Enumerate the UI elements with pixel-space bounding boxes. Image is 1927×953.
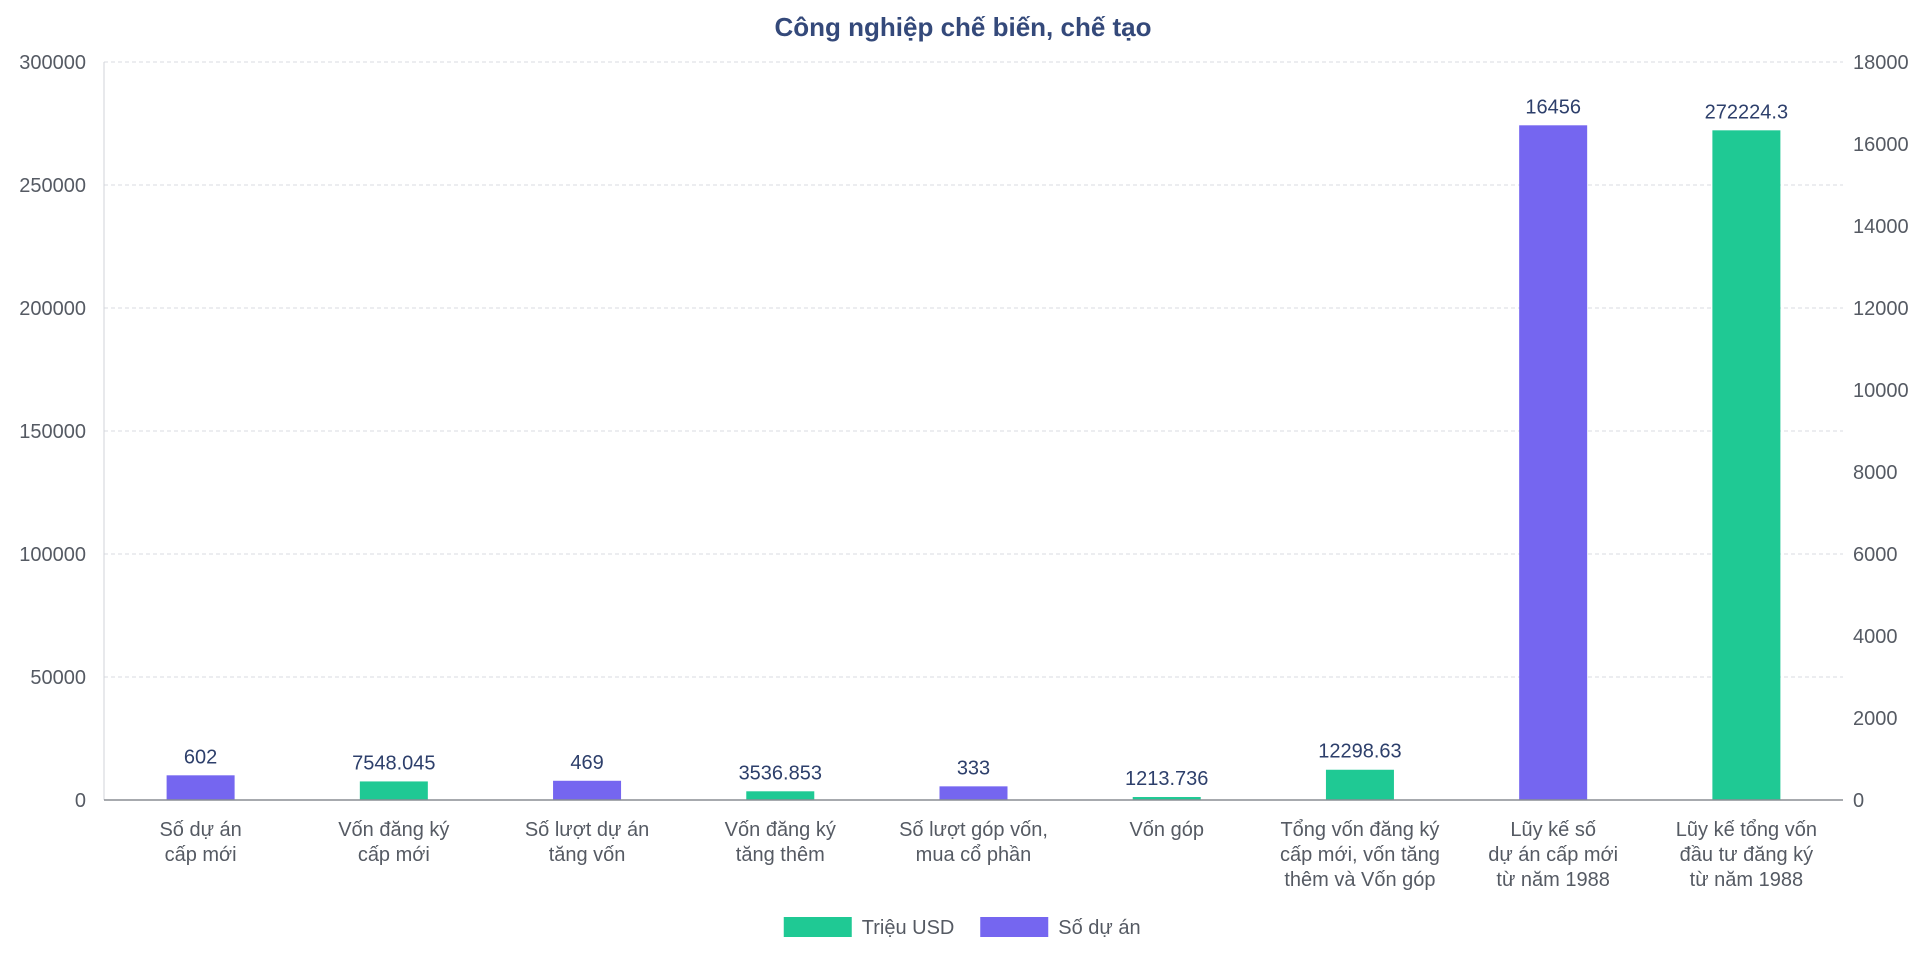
bar[interactable] — [1325, 769, 1394, 800]
right-y-tick-label: 18000 — [1853, 52, 1909, 74]
legend-swatch — [783, 917, 852, 937]
left-y-tick-label: 300000 — [19, 52, 86, 74]
category-label: Vốn đăng ký cấp mới — [338, 819, 449, 866]
left-y-tick-label: 200000 — [19, 298, 86, 320]
bar[interactable] — [1519, 125, 1588, 800]
data-label: 272224.3 — [1705, 101, 1788, 123]
left-y-tick-label: 0 — [75, 790, 86, 812]
data-label: 12298.63 — [1318, 741, 1401, 763]
legend-label: Số dự án — [1058, 917, 1140, 939]
bars — [166, 125, 1781, 800]
legend[interactable]: Triệu USD Số dự án — [783, 917, 1141, 939]
data-label: 602 — [184, 746, 217, 768]
bar[interactable] — [939, 786, 1008, 800]
category-label: Tổng vốn đăng ký cấp mới, vốn tăng thêm và… — [1280, 819, 1440, 891]
category-label: Số lượt dự án tăng vốn — [525, 819, 649, 866]
legend-item[interactable]: Triệu USD — [783, 917, 955, 939]
left-y-tick-label: 50000 — [30, 667, 86, 689]
right-y-tick-label: 4000 — [1853, 626, 1898, 648]
x-axis: Số dự án cấp mới Vốn đăng ký cấp mới Số lượt… — [104, 799, 1843, 891]
right-y-tick-label: 8000 — [1853, 462, 1898, 484]
data-label: 333 — [957, 757, 990, 779]
right-y-tick-label: 0 — [1853, 790, 1864, 812]
category-label: Vốn góp — [1129, 819, 1204, 841]
right-y-tick-label: 6000 — [1853, 544, 1898, 566]
legend-swatch — [980, 917, 1049, 937]
category-label: Lũy kế số dự án cấp mới từ năm 1988 — [1488, 819, 1618, 891]
bar[interactable] — [553, 780, 622, 800]
bar[interactable] — [359, 781, 428, 800]
data-label: 1213.736 — [1125, 768, 1208, 790]
legend-item[interactable]: Số dự án — [980, 917, 1141, 939]
category-label: Số dự án cấp mới — [159, 819, 241, 866]
legend-label: Triệu USD — [862, 917, 955, 939]
right-y-tick-label: 10000 — [1853, 380, 1909, 402]
right-y-axis: 0 2000 4000 6000 8000 10000 12000 14000 16000 180… — [1853, 52, 1909, 812]
data-label: 3536.853 — [739, 762, 822, 784]
bar[interactable] — [166, 775, 235, 800]
bar[interactable] — [746, 791, 815, 800]
category-label: Vốn đăng ký tăng thêm — [725, 819, 836, 866]
right-y-tick-label: 16000 — [1853, 134, 1909, 156]
right-y-tick-label: 12000 — [1853, 298, 1909, 320]
left-y-tick-label: 250000 — [19, 175, 86, 197]
right-y-tick-label: 14000 — [1853, 216, 1909, 238]
data-label: 7548.045 — [352, 752, 435, 774]
data-label: 469 — [570, 752, 603, 774]
data-labels: 602 7548.045 469 3536.853 333 1213.736 12298.6… — [184, 96, 1788, 790]
left-y-tick-label: 150000 — [19, 421, 86, 443]
chart-title: Công nghiệp chế biến, chế tạo — [774, 12, 1151, 42]
right-y-tick-label: 2000 — [1853, 708, 1898, 730]
category-label: Số lượt góp vốn, mua cổ phần — [899, 819, 1048, 866]
bar[interactable] — [1132, 797, 1201, 800]
left-y-tick-label: 100000 — [19, 544, 86, 566]
bar[interactable] — [1712, 130, 1781, 800]
left-y-axis: 0 50000 100000 150000 200000 250000 300000 — [19, 52, 105, 812]
category-label: Lũy kế tổng vốn đầu tư đăng ký từ năm 1988 — [1676, 819, 1817, 891]
data-label: 16456 — [1525, 96, 1581, 118]
